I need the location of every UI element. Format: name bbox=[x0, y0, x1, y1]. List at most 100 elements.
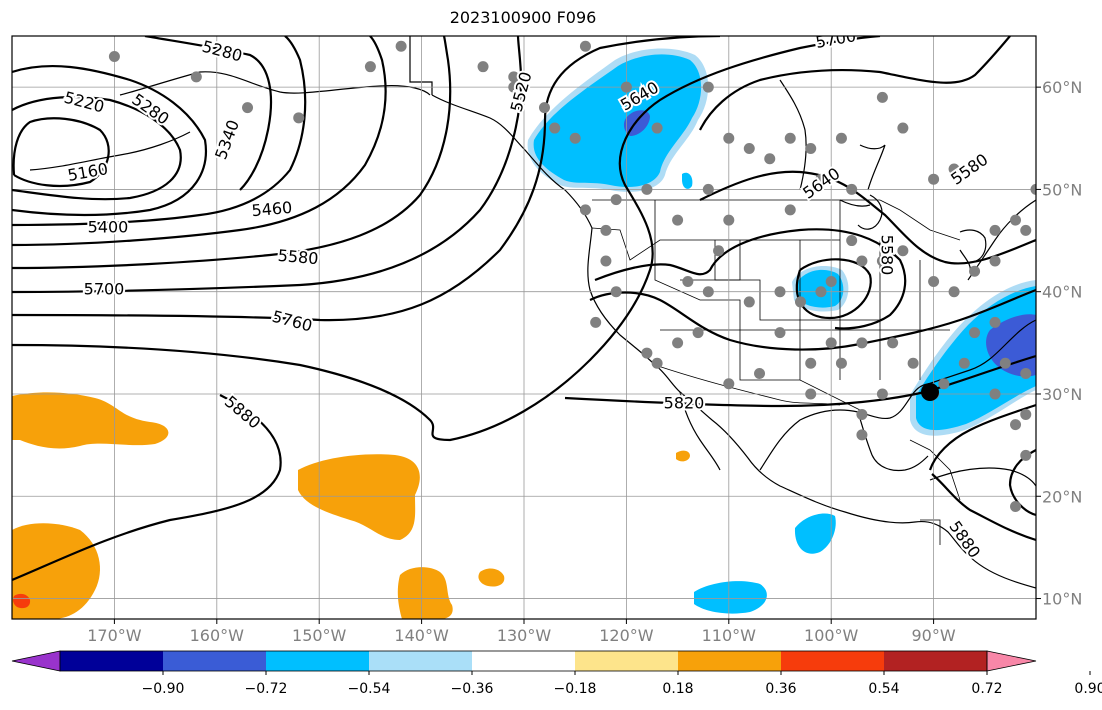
station-dot bbox=[876, 388, 888, 400]
colorbar-tick-label: −0.72 bbox=[245, 681, 288, 697]
positive-anomaly-area bbox=[298, 454, 420, 540]
storm-symbol bbox=[921, 383, 939, 401]
contour-label: 5460 bbox=[251, 198, 293, 220]
station-dot bbox=[1030, 183, 1036, 195]
lat-tick-label: 60°N bbox=[1042, 78, 1082, 97]
station-dot bbox=[784, 132, 796, 144]
colorbar-segment bbox=[472, 651, 576, 671]
station-dot bbox=[784, 204, 796, 216]
political-borders bbox=[591, 199, 961, 545]
station-dot bbox=[846, 183, 858, 195]
station-dot bbox=[856, 429, 868, 441]
station-dot bbox=[805, 388, 817, 400]
height-contours bbox=[12, 36, 1036, 582]
station-dot bbox=[948, 286, 960, 298]
station-dot bbox=[508, 71, 520, 83]
colorbar-tick-label: 0.90 bbox=[1074, 681, 1102, 697]
positive-anomaly-strong bbox=[13, 593, 31, 609]
station-dot bbox=[1010, 500, 1022, 512]
station-dot bbox=[702, 286, 714, 298]
positive-anomaly-area bbox=[676, 450, 690, 462]
station-dot bbox=[856, 255, 868, 267]
station-dot bbox=[969, 265, 981, 277]
station-dot bbox=[989, 316, 1001, 328]
station-dot bbox=[989, 224, 1001, 236]
station-dot bbox=[672, 337, 684, 349]
station-dot bbox=[641, 183, 653, 195]
station-dot bbox=[620, 81, 632, 93]
colorbar-segment bbox=[369, 651, 473, 671]
gridlines bbox=[12, 36, 1036, 619]
station-dot bbox=[600, 255, 612, 267]
positive-anomaly-area bbox=[12, 523, 100, 619]
colorbar-segment bbox=[678, 651, 782, 671]
colorbar-extend-high bbox=[986, 650, 1037, 672]
station-dot bbox=[743, 296, 755, 308]
station-dot bbox=[1020, 449, 1032, 461]
station-dot bbox=[815, 286, 827, 298]
colorbar-tick-label: 0.18 bbox=[662, 681, 693, 697]
station-dot bbox=[764, 153, 776, 165]
positive-anomaly-area bbox=[478, 568, 505, 587]
colorbar-tick-label: −0.90 bbox=[142, 681, 185, 697]
colorbar-tick-label: 0.36 bbox=[765, 681, 796, 697]
station-dot bbox=[579, 204, 591, 216]
station-dot bbox=[958, 357, 970, 369]
longitude-axis: 170°W 160°W 150°W 140°W 130°W 120°W 110°W 100°W… bbox=[87, 619, 956, 645]
lon-tick-label: 140°W bbox=[394, 626, 449, 645]
station-dot bbox=[364, 61, 376, 73]
contour-label: 5580 bbox=[277, 246, 319, 268]
station-dot bbox=[876, 255, 888, 267]
station-dot bbox=[856, 337, 868, 349]
contour-label: 5400 bbox=[88, 218, 129, 237]
colorbar-tick-label: −0.18 bbox=[554, 681, 597, 697]
contour-label: 5700 bbox=[84, 280, 125, 299]
station-dot bbox=[579, 40, 591, 52]
coastlines bbox=[29, 36, 1036, 589]
colorbar-segment bbox=[884, 651, 988, 671]
station-dot bbox=[538, 102, 550, 114]
colorbar-segment bbox=[575, 651, 679, 671]
contour-label: 5820 bbox=[664, 394, 705, 413]
station-dot bbox=[610, 286, 622, 298]
station-markers bbox=[108, 40, 1036, 512]
colorbar-segment bbox=[781, 651, 885, 671]
lon-tick-label: 170°W bbox=[87, 626, 142, 645]
station-dot bbox=[395, 40, 407, 52]
lon-tick-label: 130°W bbox=[497, 626, 552, 645]
station-dot bbox=[508, 81, 520, 93]
station-dot bbox=[692, 327, 704, 339]
station-dot bbox=[242, 102, 254, 114]
colorbar-tick-label: 0.72 bbox=[971, 681, 1002, 697]
station-dot bbox=[1010, 419, 1022, 431]
colorbar-segment bbox=[60, 651, 164, 671]
lon-tick-label: 100°W bbox=[804, 626, 859, 645]
station-dot bbox=[815, 173, 827, 185]
station-dot bbox=[989, 388, 1001, 400]
station-dot bbox=[774, 327, 786, 339]
negative-anomaly-area bbox=[794, 513, 836, 554]
station-dot bbox=[825, 275, 837, 287]
latitude-axis: 60°N 50°N 40°N 30°N 20°N 10°N bbox=[1036, 78, 1082, 609]
positive-anomaly-area bbox=[397, 567, 453, 619]
station-dot bbox=[989, 255, 1001, 267]
lat-tick-label: 50°N bbox=[1042, 180, 1082, 199]
station-dot bbox=[907, 357, 919, 369]
station-dot bbox=[805, 143, 817, 155]
station-dot bbox=[805, 357, 817, 369]
positive-anomaly-area bbox=[12, 392, 169, 449]
lon-tick-label: 90°W bbox=[912, 626, 956, 645]
station-dot bbox=[825, 337, 837, 349]
colorbar-segment bbox=[266, 651, 370, 671]
lon-tick-label: 160°W bbox=[190, 626, 245, 645]
station-dot bbox=[723, 214, 735, 226]
lon-tick-label: 150°W bbox=[292, 626, 347, 645]
station-dot bbox=[477, 61, 489, 73]
colorbar: −0.90 −0.72 −0.54 −0.36 −0.18 0.18 0.36 0.54 0.7… bbox=[11, 650, 1102, 697]
station-dot bbox=[835, 357, 847, 369]
station-dot bbox=[190, 71, 202, 83]
station-dot bbox=[641, 347, 653, 359]
station-dot bbox=[856, 408, 868, 420]
